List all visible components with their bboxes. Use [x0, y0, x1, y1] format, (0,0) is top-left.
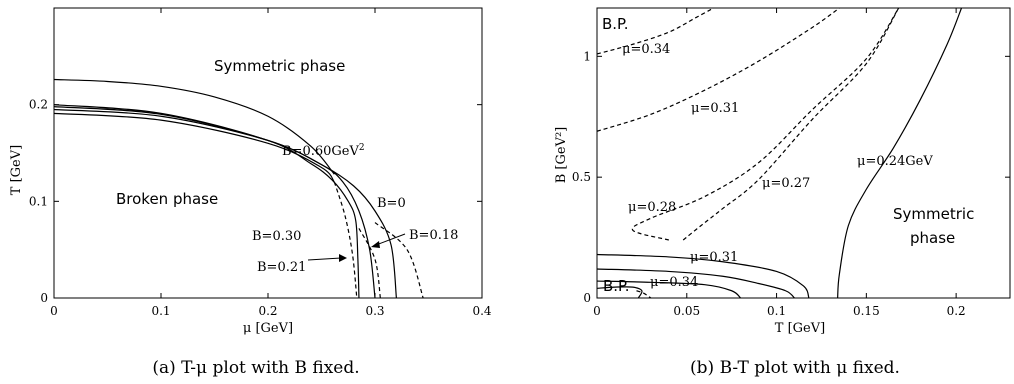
chart-b-xtick-label: 0.05	[673, 304, 700, 318]
chart-b-series-line	[631, 7, 900, 241]
chart-a-b018-label: B=0.18	[409, 228, 458, 243]
chart-a-xtick-label: 0.1	[151, 304, 170, 318]
chart-a-frame	[53, 7, 483, 299]
chart-b-series-line	[636, 290, 652, 299]
chart-a-series-line	[53, 106, 376, 299]
chart-b-ytick-label: 0.5	[572, 170, 591, 184]
chart-b-xtick-label: 0	[593, 304, 601, 318]
chart-a-arrow-b018	[371, 233, 406, 248]
chart-b-series-line	[596, 286, 643, 299]
chart-a-b030-label: B=0.30	[252, 229, 301, 244]
chart-a-broken-label: Broken phase	[116, 190, 218, 208]
chart-b-mu031-top: μ=0.31	[691, 101, 739, 116]
chart-b-ytick-label: 1	[583, 49, 591, 63]
chart-a-series-line	[374, 222, 424, 299]
chart-a-xtick-label: 0.3	[365, 304, 384, 318]
chart-b-mu027: μ=0.27	[762, 176, 810, 191]
chart-a-series-line	[53, 78, 335, 175]
chart-b-xtick-label: 0.15	[853, 304, 880, 318]
chart-a-ytick-label: 0.1	[29, 194, 48, 208]
chart-a-xtick-label: 0.4	[472, 304, 491, 318]
chart-a-ytick-label: 0	[40, 291, 48, 305]
chart-b-xtick-label: 0.1	[767, 304, 786, 318]
chart-a-b060-text: B=0.60GeV	[282, 144, 359, 159]
chart-a-series-line	[53, 104, 360, 299]
chart-b-bp-bottom: B.P.	[603, 277, 630, 295]
chart-a-ylabel: T [GeV]	[9, 145, 24, 195]
chart-b-series-line	[596, 7, 715, 55]
chart-b-frame	[596, 7, 1011, 299]
chart-a-b021-label: B=0.21	[257, 260, 306, 275]
chart-b-series-line	[682, 7, 900, 241]
chart-a-arrow-b021	[307, 254, 347, 262]
chart-b-mu028: μ=0.28	[628, 200, 676, 215]
chart-a-b0-label: B=0	[377, 196, 406, 211]
chart-b-mu034-top: μ=0.34	[622, 42, 670, 57]
chart-b-caption: (b) B-T plot with μ fixed.	[690, 358, 900, 378]
chart-a-series-line	[53, 108, 397, 299]
chart-b-xlabel: T [GeV]	[775, 321, 825, 336]
chart-a-b060-sup: 2	[359, 143, 365, 153]
chart-a-series-line	[333, 181, 358, 299]
chart-a-caption: (a) T-μ plot with B fixed.	[152, 358, 359, 378]
chart-a-series-line	[358, 228, 381, 299]
chart-b-ylabel: B [GeV²]	[554, 127, 569, 184]
chart-b-series-line	[596, 280, 742, 299]
chart-b: 0 0.05 0.1 0.15 0.2 0 0.5 1 T [GeV] B [GeV²] B.…	[554, 7, 1011, 336]
chart-b-phase-label: phase	[910, 229, 955, 247]
chart-b-bp-top: B.P.	[602, 15, 629, 33]
chart-a-xtick-label: 0.2	[258, 304, 277, 318]
chart-b-ytick-label: 0	[583, 291, 591, 305]
chart-b-symmetric-label: Symmetric	[893, 205, 974, 223]
chart-b-series-line	[596, 268, 795, 299]
chart-a-xtick-label: 0	[50, 304, 58, 318]
chart-b-mu024: μ=0.24GeV	[857, 154, 933, 169]
chart-a-ytick-label: 0.2	[29, 98, 48, 112]
chart-a-series-line	[53, 112, 335, 183]
chart-b-xtick-label: 0.2	[947, 304, 966, 318]
chart-b-series-line	[837, 7, 963, 299]
chart-a-symmetric-label: Symmetric phase	[214, 57, 345, 75]
chart-a-b060-label: B=0.60GeV2	[282, 143, 365, 159]
chart-b-mu034-bottom: μ=0.34	[650, 275, 698, 290]
chart-a-xlabel: μ [GeV]	[243, 321, 293, 336]
chart-b-series-line	[596, 253, 810, 299]
chart-b-series-line	[596, 7, 840, 132]
chart-b-mu031-bottom: μ=0.31	[690, 250, 738, 265]
chart-a: 0 0.1 0.2 0.3 0.4 0 0.1 0.2 μ [GeV] T [GeV] Sym…	[9, 7, 492, 336]
